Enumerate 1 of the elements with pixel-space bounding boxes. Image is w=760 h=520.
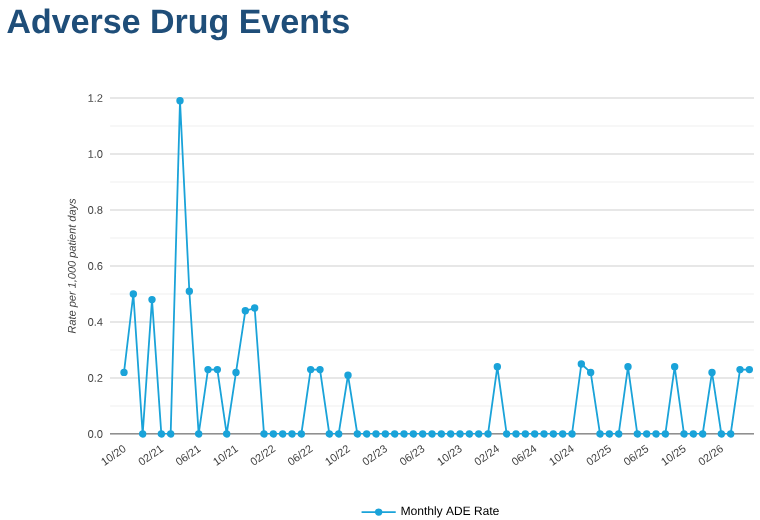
chart-title: Adverse Drug Events: [7, 8, 349, 41]
